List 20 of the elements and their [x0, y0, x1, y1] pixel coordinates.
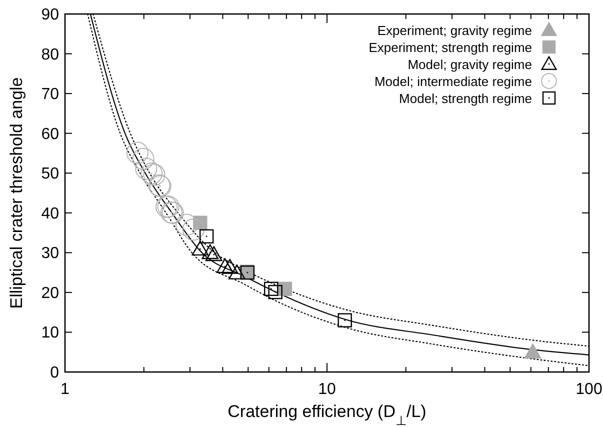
y-tick-label: 20	[41, 284, 60, 302]
y-axis-title: Elliptical crater threshold angle	[7, 77, 26, 309]
y-tick-label: 40	[41, 205, 60, 222]
legend-label: Model; gravity regime	[408, 57, 532, 72]
x-tick-label: 1	[60, 381, 70, 398]
y-tick-label: 10	[41, 324, 60, 342]
x-tick-label: 100	[576, 381, 602, 398]
x-axis-title: Cratering efficiency (D$_{⊥}$/L)	[228, 402, 426, 427]
legend-label: Experiment; strength regime	[368, 40, 532, 55]
x-tick-label: 10	[318, 381, 336, 398]
legend-label: Model; intermediate regime	[374, 74, 532, 89]
y-tick-label: 90	[41, 6, 60, 24]
y-tick-label: 30	[41, 245, 60, 262]
y-tick-label: 80	[41, 46, 60, 64]
y-tick-label: 50	[41, 166, 60, 183]
legend-label: Experiment; gravity regime	[377, 23, 532, 38]
y-tick-label: 0	[50, 364, 60, 382]
y-tick-label: 60	[41, 126, 60, 143]
legend-label: Model; strength regime	[399, 91, 532, 106]
y-tick-label: 70	[41, 86, 60, 104]
